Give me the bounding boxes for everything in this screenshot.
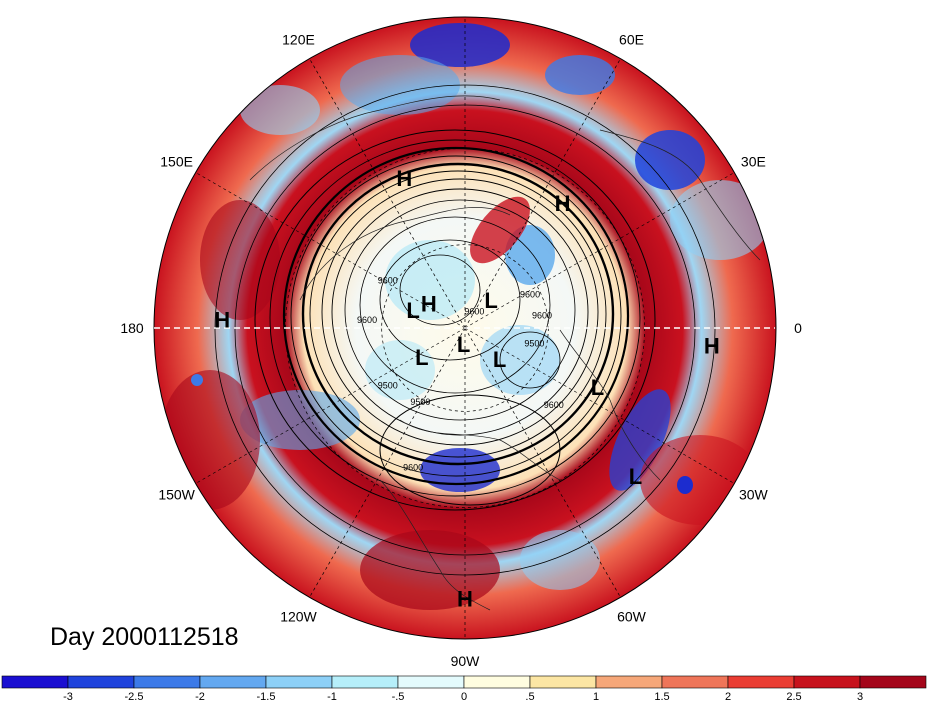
longitude-label: 90E bbox=[453, 0, 478, 3]
longitude-label: 120W bbox=[280, 608, 317, 624]
colorbar-swatch bbox=[397, 675, 465, 689]
longitude-label: 60E bbox=[619, 32, 644, 48]
low-pressure-marker: L bbox=[484, 288, 497, 313]
meridian-line bbox=[464, 172, 735, 329]
colorbar-tick-label: .5 bbox=[525, 691, 534, 702]
colorbar-swatch bbox=[133, 675, 201, 689]
longitude-label: 90W bbox=[451, 653, 481, 669]
colorbar-swatch bbox=[727, 675, 795, 689]
colorbar-swatch bbox=[529, 675, 597, 689]
contour-label: 9600 bbox=[532, 311, 552, 321]
high-pressure-marker: H bbox=[457, 586, 473, 611]
meridian-line bbox=[195, 172, 466, 329]
colorbar-swatch bbox=[265, 675, 333, 689]
longitude-label: 0 bbox=[794, 320, 802, 336]
coastlines bbox=[249, 95, 761, 611]
meridian-line bbox=[464, 327, 735, 484]
colorbar-tick-label: 2 bbox=[725, 691, 731, 702]
high-pressure-marker: H bbox=[421, 292, 437, 317]
longitude-label: 120E bbox=[282, 32, 315, 48]
colorbar-swatch bbox=[67, 675, 135, 689]
contour-labels: 9600 9600 9600 9600 9500 9600 9500 9500 9600 9600 bbox=[357, 275, 564, 472]
colorbar-tick-label: -2 bbox=[195, 691, 205, 702]
low-pressure-marker: L bbox=[493, 347, 506, 372]
low-pressure-marker: L bbox=[406, 298, 419, 323]
high-pressure-marker: H bbox=[555, 191, 571, 216]
colorbar-tick-label: -2.5 bbox=[125, 691, 144, 702]
contour-label: 9600 bbox=[464, 307, 484, 317]
contour-label: 9500 bbox=[378, 380, 398, 390]
contour-label: 9500 bbox=[524, 339, 544, 349]
colorbar-swatch bbox=[859, 675, 927, 689]
low-pressure-marker: L bbox=[457, 332, 470, 357]
high-pressure-marker: H bbox=[704, 333, 720, 358]
high-pressure-marker: H bbox=[396, 166, 412, 191]
colorbar-tick-label: -1.5 bbox=[257, 691, 276, 702]
contour-label: 9600 bbox=[403, 463, 423, 473]
contour-label: 9600 bbox=[378, 275, 398, 285]
colorbar-swatch bbox=[661, 675, 729, 689]
longitude-label: 150E bbox=[160, 154, 193, 170]
low-pressure-marker: L bbox=[591, 375, 604, 400]
colorbar-tick-label: 1.5 bbox=[654, 691, 669, 702]
colorbar-tick-label: -3 bbox=[63, 691, 73, 702]
colorbar-swatch bbox=[793, 675, 861, 689]
colorbar-swatch bbox=[595, 675, 663, 689]
low-pressure-marker: L bbox=[629, 464, 642, 489]
contour-label: 9500 bbox=[410, 397, 430, 407]
contour-label: 9600 bbox=[520, 290, 540, 300]
high-pressure-marker: H bbox=[214, 308, 230, 333]
map-disc bbox=[154, 17, 776, 639]
colorbar-tick-label: -.5 bbox=[392, 691, 405, 702]
colorbar-tick-label: -1 bbox=[327, 691, 337, 702]
contour-label: 9600 bbox=[357, 315, 377, 325]
meridian-line bbox=[464, 58, 621, 329]
colorbar-swatch bbox=[199, 675, 267, 689]
meridian-line bbox=[464, 327, 621, 598]
anomaly-patches bbox=[160, 23, 770, 610]
colorbar-swatch bbox=[331, 675, 399, 689]
colorbar-tick-label: 3 bbox=[857, 691, 863, 702]
day-label: Day 2000112518 bbox=[50, 623, 239, 651]
meridian-line bbox=[309, 327, 466, 598]
meridian-line bbox=[195, 327, 466, 484]
longitude-label: 60W bbox=[617, 608, 647, 624]
colorbar-tick-label: 0 bbox=[461, 691, 467, 702]
meridian-line bbox=[309, 58, 466, 329]
longitude-labels: 90E 60E 30E 0 30W 60W 90W 120W 150W 180 150E 120E bbox=[120, 0, 802, 669]
low-pressure-marker: L bbox=[415, 345, 428, 370]
colorbar-swatch bbox=[1, 675, 69, 689]
longitude-label: 30W bbox=[739, 487, 769, 503]
colorbar: -3 -2.5 -2 -1.5 -1 -.5 0 .5 1 1.5 2 2.5 3 bbox=[1, 675, 927, 702]
contour-label: 9600 bbox=[544, 400, 564, 410]
longitude-label: 30E bbox=[741, 154, 766, 170]
longitude-label: 180 bbox=[120, 320, 144, 336]
colorbar-swatch bbox=[463, 675, 531, 689]
colorbar-tick-label: 2.5 bbox=[786, 691, 801, 702]
colorbar-tick-label: 1 bbox=[593, 691, 599, 702]
longitude-label: 150W bbox=[158, 487, 195, 503]
